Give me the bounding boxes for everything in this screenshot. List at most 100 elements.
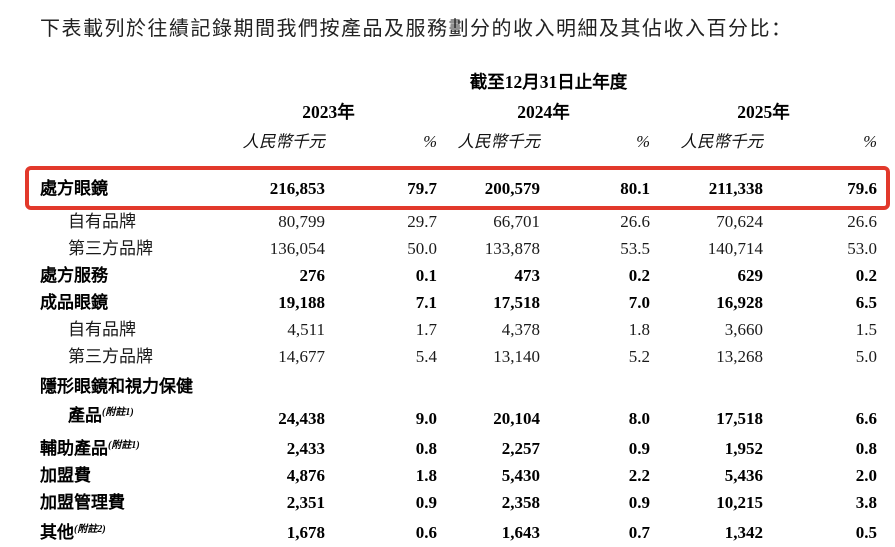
value-cell-0: 4,511 xyxy=(287,320,325,339)
row-label: 加盟管理費 xyxy=(40,493,125,512)
period-header-row: 截至12月31日止年度 xyxy=(40,69,877,98)
revenue-table: 截至12月31日止年度 2023年 2024年 2025年 人民幣千元 % 人民… xyxy=(25,69,890,547)
value-cell-1: 7.1 xyxy=(415,293,437,312)
row-label: 成品眼鏡 xyxy=(40,293,108,312)
value-cell-4: 140,714 xyxy=(707,239,763,258)
table-row: 自有品牌 80,799 29.7 66,701 26.6 70,624 26.6 xyxy=(40,209,877,236)
value-cell-2: 2,257 xyxy=(501,439,540,458)
value-cell-3: 5.2 xyxy=(628,347,650,366)
value-cell-1: 0.9 xyxy=(415,493,437,512)
value-cell-5: 2.0 xyxy=(855,466,877,485)
value-cell-4: 17,518 xyxy=(716,409,763,428)
value-cell-5: 79.6 xyxy=(847,179,877,198)
unit-label-2024: 人民幣千元 xyxy=(457,132,541,151)
value-cell-0: 216,853 xyxy=(269,179,325,198)
table-body: 處方眼鏡 216,853 79.7 200,579 80.1 211,338 79.6 自有品… xyxy=(40,167,877,547)
value-cell-1: 5.4 xyxy=(415,347,437,366)
row-label: 處方服務 xyxy=(40,266,108,285)
value-cell-5: 6.5 xyxy=(855,293,877,312)
value-cell-3: 80.1 xyxy=(620,179,650,198)
value-cell-5: 6.6 xyxy=(855,409,877,428)
footnote-ref: (附註1) xyxy=(108,440,140,451)
row-label: 第三方品牌 xyxy=(68,347,153,366)
percent-label-2023: % xyxy=(423,132,437,151)
value-cell-2: 200,579 xyxy=(484,179,540,198)
value-cell-4: 629 xyxy=(737,266,764,285)
value-cell-5: 1.5 xyxy=(855,320,877,339)
value-cell-3: 2.2 xyxy=(628,466,650,485)
value-cell-1: 0.6 xyxy=(415,523,437,542)
value-cell-3: 0.9 xyxy=(628,493,650,512)
value-cell-0: 136,054 xyxy=(269,239,325,258)
row-label: 輔助產品(附註1) xyxy=(40,439,140,458)
value-cell-1: 50.0 xyxy=(407,239,437,258)
value-cell-0: 276 xyxy=(299,266,326,285)
value-cell-0: 80,799 xyxy=(278,212,325,231)
value-cell-1: 79.7 xyxy=(407,179,437,198)
value-cell-4: 70,624 xyxy=(716,212,763,231)
row-label: 自有品牌 xyxy=(68,320,136,339)
value-cell-2: 133,878 xyxy=(484,239,540,258)
value-cell-2: 473 xyxy=(514,266,541,285)
value-cell-2: 2,358 xyxy=(501,493,540,512)
row-label: 第三方品牌 xyxy=(68,239,153,258)
value-cell-3: 7.0 xyxy=(628,293,650,312)
value-cell-3: 0.7 xyxy=(628,523,650,542)
value-cell-3: 53.5 xyxy=(620,239,650,258)
value-cell-1: 1.8 xyxy=(415,466,437,485)
value-cell-5: 0.2 xyxy=(855,266,877,285)
value-cell-0: 24,438 xyxy=(278,409,325,428)
value-cell-5: 0.5 xyxy=(855,523,877,542)
value-cell-3: 8.0 xyxy=(628,409,650,428)
row-label: 加盟費 xyxy=(40,466,91,485)
value-cell-2: 5,430 xyxy=(501,466,540,485)
unit-header-row: 人民幣千元 % 人民幣千元 % 人民幣千元 % xyxy=(40,126,878,167)
footnote-ref: (附註1) xyxy=(102,407,134,418)
period-header: 截至12月31日止年度 xyxy=(469,72,628,92)
footnote-ref: (附註2) xyxy=(74,524,106,535)
value-cell-5: 53.0 xyxy=(847,239,877,258)
value-cell-4: 3,660 xyxy=(724,320,763,339)
value-cell-0: 1,678 xyxy=(286,523,325,542)
value-cell-5: 0.8 xyxy=(855,439,877,458)
value-cell-3: 0.2 xyxy=(628,266,650,285)
value-cell-4: 5,436 xyxy=(724,466,763,485)
table-row: 其他(附註2) 1,678 0.6 1,643 0.7 1,342 0.5 xyxy=(40,517,877,547)
year-header-2023: 2023年 xyxy=(302,102,355,122)
value-cell-5: 5.0 xyxy=(855,347,877,366)
year-header-2025: 2025年 xyxy=(737,102,790,122)
value-cell-1: 0.1 xyxy=(415,266,437,285)
year-header-row: 2023年 2024年 2025年 xyxy=(40,98,877,126)
table-row: 隱形眼鏡和視力保健 產品(附註1) 24,438 9.0 20,104 8.0 17,518… xyxy=(40,371,877,433)
intro-text: 下表載列於往績記錄期間我們按產品及服務劃分的收入明細及其佔收入百分比： xyxy=(40,18,793,40)
year-header-2024: 2024年 xyxy=(517,102,570,122)
table-row: 自有品牌 4,511 1.7 4,378 1.8 3,660 1.5 xyxy=(40,317,877,344)
value-cell-4: 1,952 xyxy=(724,439,763,458)
value-cell-1: 29.7 xyxy=(407,212,437,231)
value-cell-0: 2,433 xyxy=(286,439,325,458)
value-cell-1: 9.0 xyxy=(415,409,437,428)
value-cell-5: 26.6 xyxy=(847,212,877,231)
value-cell-3: 0.9 xyxy=(628,439,650,458)
value-cell-4: 16,928 xyxy=(716,293,763,312)
table-row: 第三方品牌 14,677 5.4 13,140 5.2 13,268 5.0 xyxy=(40,344,877,371)
table-row: 輔助產品(附註1) 2,433 0.8 2,257 0.9 1,952 0.8 xyxy=(40,433,877,463)
value-cell-4: 13,268 xyxy=(716,347,763,366)
value-cell-2: 13,140 xyxy=(493,347,540,366)
value-cell-4: 211,338 xyxy=(708,179,763,198)
row-label: 處方眼鏡 xyxy=(40,179,108,198)
value-cell-0: 2,351 xyxy=(286,493,325,512)
value-cell-3: 1.8 xyxy=(628,320,650,339)
table-row: 處方服務 276 0.1 473 0.2 629 0.2 xyxy=(40,263,877,290)
value-cell-3: 26.6 xyxy=(620,212,650,231)
value-cell-4: 1,342 xyxy=(724,523,763,542)
value-cell-0: 14,677 xyxy=(278,347,325,366)
table-row: 成品眼鏡 19,188 7.1 17,518 7.0 16,928 6.5 xyxy=(40,290,877,317)
row-label: 自有品牌 xyxy=(68,212,136,231)
row-label: 隱形眼鏡和視力保健 產品(附註1) xyxy=(40,377,193,425)
value-cell-1: 1.7 xyxy=(415,320,437,339)
value-cell-5: 3.8 xyxy=(855,493,877,512)
unit-label-2023: 人民幣千元 xyxy=(242,132,326,151)
value-cell-0: 19,188 xyxy=(278,293,325,312)
value-cell-2: 1,643 xyxy=(501,523,540,542)
